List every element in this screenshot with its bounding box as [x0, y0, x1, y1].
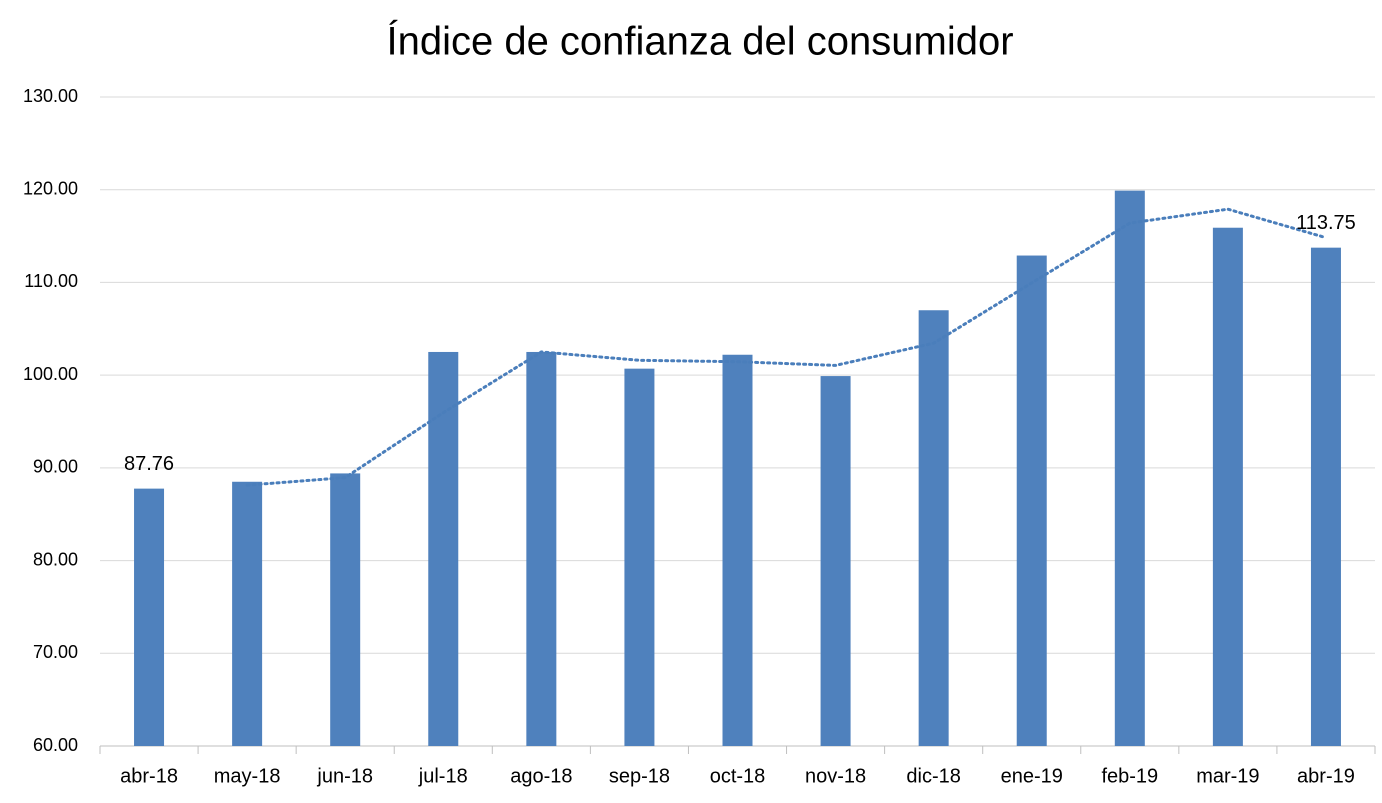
y-tick-label: 130.00	[23, 86, 78, 106]
bar	[330, 473, 361, 746]
trendline	[245, 207, 1328, 487]
bar	[526, 351, 557, 746]
x-tick-label: feb-19	[1101, 765, 1158, 787]
y-tick-label: 90.00	[33, 457, 78, 477]
bar	[1016, 255, 1047, 746]
y-tick-label: 100.00	[23, 364, 78, 384]
data-label: 113.75	[1296, 212, 1356, 234]
bar	[134, 488, 165, 746]
data-label: 87.76	[124, 453, 174, 475]
chart-title: Índice de confianza del consumidor	[386, 19, 1013, 64]
x-tick-label: abr-19	[1297, 765, 1355, 787]
bar	[624, 368, 655, 746]
x-tick-label: dic-18	[906, 765, 960, 787]
x-tick-label: oct-18	[710, 765, 766, 787]
x-tick-label: abr-18	[120, 765, 178, 787]
bar	[918, 310, 949, 746]
x-tick-label: mar-19	[1196, 765, 1259, 787]
y-tick-label: 80.00	[33, 549, 78, 569]
y-tick-label: 110.00	[24, 271, 78, 291]
x-tick-label: sep-18	[609, 765, 670, 787]
bar	[820, 376, 851, 746]
y-tick-label: 70.00	[33, 642, 78, 662]
y-tick-label: 60.00	[33, 735, 78, 755]
bar	[1212, 227, 1243, 746]
x-tick-label: may-18	[214, 765, 281, 787]
bar	[232, 481, 263, 746]
x-tick-label: nov-18	[805, 765, 866, 787]
bar	[1114, 190, 1145, 747]
x-tick-label: ene-19	[1001, 765, 1063, 787]
x-tick-label: ago-18	[510, 765, 572, 787]
y-tick-label: 120.00	[23, 178, 78, 198]
x-tick-label: jul-18	[418, 765, 468, 787]
bar	[1310, 247, 1341, 747]
x-tick-label: jun-18	[316, 765, 373, 787]
bar	[722, 354, 753, 746]
